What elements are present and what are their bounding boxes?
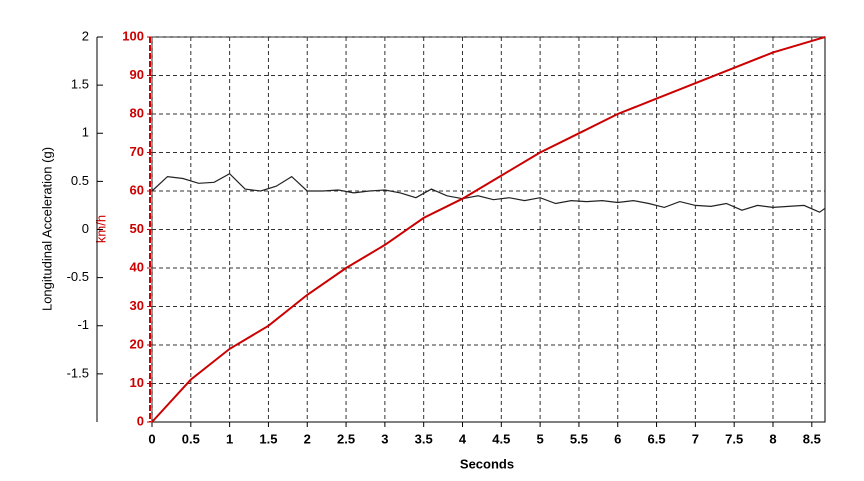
y2-tick-label: 70 [130, 144, 144, 159]
y2-tick-label: 60 [130, 182, 144, 197]
x-tick-label: 2.5 [337, 431, 355, 446]
x-tick-label: 3.5 [415, 431, 433, 446]
y2-tick-label: 100 [122, 28, 144, 43]
x-tick-label: 7.5 [725, 431, 743, 446]
y2-tick-label: 30 [130, 298, 144, 313]
y-tick-label: 0.5 [71, 173, 89, 188]
x-tick-label: 5.5 [570, 431, 588, 446]
y-tick-label: 1 [82, 125, 89, 140]
y2-tick-label: 0 [137, 413, 144, 428]
x-tick-label: 2 [304, 431, 311, 446]
x-axis-label: Seconds [460, 456, 514, 471]
x-tick-label: 3 [381, 431, 388, 446]
y2-tick-label: 20 [130, 336, 144, 351]
y-tick-label: 2 [82, 28, 89, 43]
series-line [151, 36, 826, 423]
y2-tick-label: 90 [130, 67, 144, 82]
x-tick-label: 0 [148, 431, 155, 446]
y-axis-label: Longitudinal Acceleration (g) [39, 147, 54, 311]
series-line [151, 172, 826, 213]
x-tick-label: 4 [459, 431, 467, 446]
x-tick-label: 4.5 [492, 431, 510, 446]
x-tick-label: 0.5 [182, 431, 200, 446]
x-tick-label: 5 [537, 431, 544, 446]
y-tick-label: -1 [77, 317, 89, 332]
x-tick-label: 7 [692, 431, 699, 446]
y2-tick-label: 50 [130, 221, 144, 236]
y-tick-label: 1.5 [71, 77, 89, 92]
y2-tick-label: 40 [130, 259, 144, 274]
x-tick-label: 6.5 [648, 431, 666, 446]
y-tick-label: 0 [82, 221, 89, 236]
x-tick-label: 8.5 [803, 431, 821, 446]
x-tick-label: 6 [614, 431, 621, 446]
x-tick-label: 1 [226, 431, 233, 446]
x-tick-label: 1.5 [259, 431, 277, 446]
y2-tick-label: 10 [130, 375, 144, 390]
y-tick-label: -0.5 [67, 269, 89, 284]
x-tick-label: 8 [769, 431, 776, 446]
y2-tick-label: 80 [130, 105, 144, 120]
y-tick-label: -1.5 [67, 365, 89, 380]
